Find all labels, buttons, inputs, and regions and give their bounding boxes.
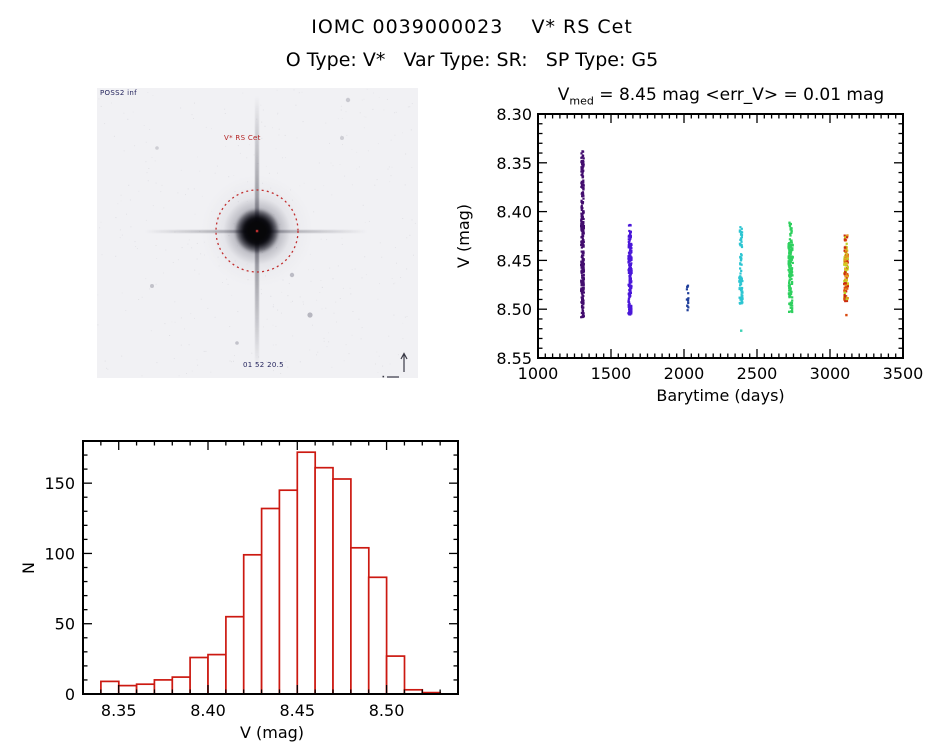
x-tick-label: 8.45 — [279, 701, 315, 720]
scatter-points — [580, 150, 849, 332]
lightcurve-y-axis-label: V (mag) — [455, 204, 473, 268]
y-tick-label: 100 — [44, 544, 75, 563]
histogram-bar — [242, 553, 263, 695]
x-tick-label: 2000 — [664, 364, 705, 383]
x-tick-label: 1500 — [591, 364, 632, 383]
x-tick-label: 3500 — [883, 364, 924, 383]
histogram-bar — [260, 507, 281, 695]
magnitude-histogram-plot: 0 50 100 150 8.35 8.40 8.45 8.50 V (mag) N — [20, 440, 459, 742]
page-subtitle: O Type: V* Var Type: SR: SP Type: G5 — [285, 49, 659, 71]
survey-label: POSS2 inf — [100, 89, 137, 97]
compass-orientation-icon — [382, 352, 408, 378]
y-tick-label: 8.50 — [496, 300, 532, 319]
image-grain — [97, 88, 416, 378]
histogram-bar — [117, 684, 138, 695]
outlier-point — [740, 329, 743, 332]
histogram-bar — [314, 466, 334, 695]
lightcurve-title-subscript: med — [569, 94, 594, 108]
plot-frame — [537, 113, 904, 359]
x-tick-label: 8.35 — [101, 701, 137, 720]
lightcurve-title-rest: = 8.45 mag <err_V> = 0.01 mag — [593, 85, 885, 105]
lightcurve-x-axis-label: Barytime (days) — [656, 386, 784, 405]
x-tick-label: 1000 — [518, 364, 559, 383]
photometric-aperture-circle — [215, 189, 299, 273]
x-tick-label: 2500 — [737, 364, 778, 383]
histogram-bar — [207, 653, 227, 695]
lightcurve-title: Vmed = 8.45 mag <err_V> = 0.01 mag — [538, 85, 904, 107]
tick-labels: 0 50 100 150 8.35 8.40 8.45 8.50 — [44, 474, 404, 720]
page-title: IOMC 0039000023 V* RS Cet — [311, 16, 633, 38]
field-stars — [150, 97, 351, 345]
finder-coordinates-label: 01 52 20.5 — [243, 361, 284, 369]
y-tick-label: 8.45 — [496, 251, 532, 270]
y-tick-label: 8.40 — [496, 203, 532, 222]
y-tick-label: 8.55 — [496, 349, 532, 368]
target-name-label: V* RS Cet — [224, 134, 261, 142]
histogram-bar — [332, 478, 352, 695]
y-tick-label: 50 — [55, 615, 75, 634]
x-tick-label: 8.40 — [190, 701, 226, 720]
y-tick-label: 8.30 — [496, 105, 532, 124]
histogram-bar — [153, 679, 174, 695]
histogram-bar — [385, 655, 406, 695]
histogram-x-axis-label: V (mag) — [240, 723, 304, 742]
x-tick-label: 8.50 — [369, 701, 405, 720]
histogram-bar — [189, 656, 209, 695]
plot-frame — [82, 440, 459, 695]
histogram-bar — [100, 680, 120, 695]
target-center-marker — [255, 229, 259, 233]
histogram-bar — [171, 676, 192, 695]
lightcurve-title-prefix: V — [557, 85, 570, 105]
y-tick-label: 0 — [65, 685, 75, 704]
finder-overlay — [97, 88, 416, 378]
histogram-bar — [225, 615, 245, 695]
x-tick-label: 3000 — [810, 364, 851, 383]
histogram-bar — [296, 451, 317, 695]
histogram-bar — [278, 489, 299, 695]
histogram-bar — [350, 546, 370, 695]
histogram-y-axis-label: N — [20, 562, 38, 574]
outlier-point — [845, 313, 848, 317]
finder-chart-image: POSS2 inf V* RS Cet 01 52 20.5 — [97, 88, 418, 378]
histogram-bar — [367, 576, 388, 695]
y-tick-label: 150 — [44, 474, 75, 493]
y-tick-label: 8.35 — [496, 154, 532, 173]
histogram-bars — [100, 451, 442, 695]
histogram-bar — [135, 683, 156, 695]
